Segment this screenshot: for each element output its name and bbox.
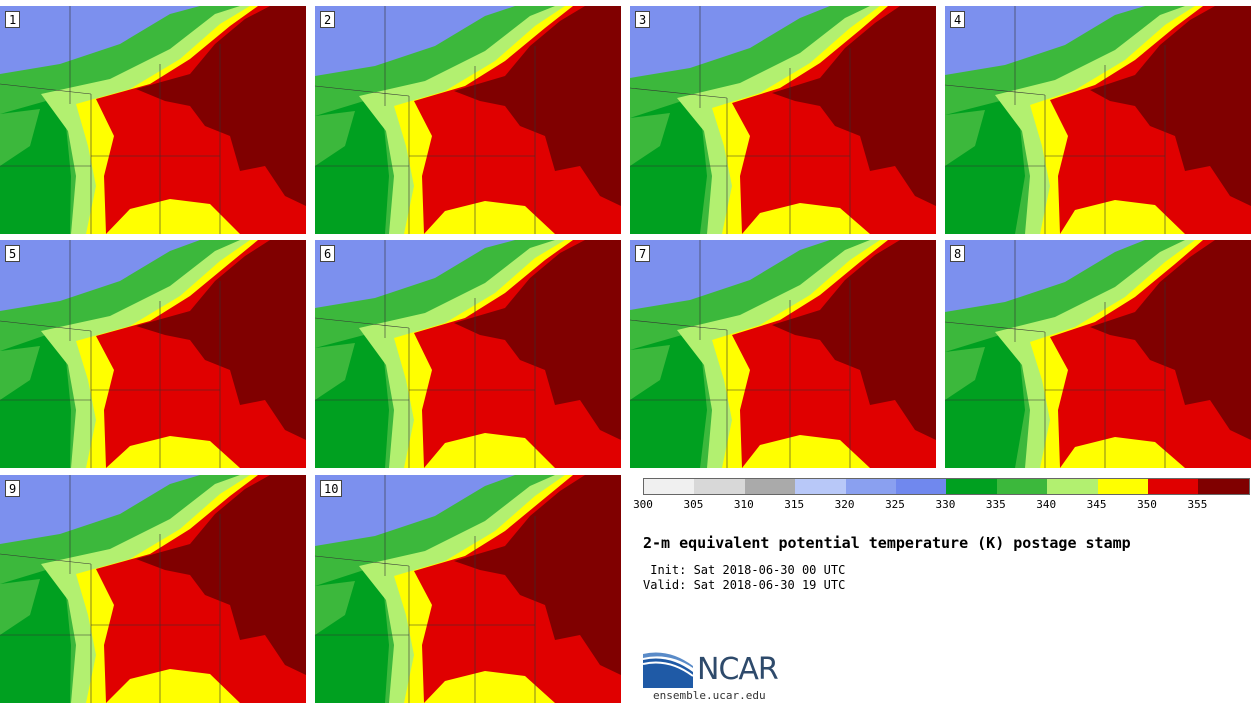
state-border	[945, 6, 1166, 234]
region-green-dark	[315, 570, 389, 703]
region-green-dark	[0, 570, 71, 703]
panel-number: 3	[635, 11, 651, 28]
region-green-dark	[630, 101, 707, 234]
panel-number: 9	[5, 480, 21, 497]
region-maroon	[1090, 6, 1251, 206]
panel-number: 7	[635, 245, 651, 262]
region-maroon	[772, 240, 936, 440]
region-maroon	[772, 6, 936, 206]
colorbar-tick-label: 325	[885, 498, 905, 511]
panel-number: 1	[5, 11, 21, 28]
colorbar-cell	[644, 479, 695, 494]
region-green-dark	[630, 335, 707, 468]
forecast-panel: 3	[630, 6, 936, 234]
region-maroon	[454, 6, 621, 206]
region-green-dark	[315, 335, 389, 468]
region-maroon	[1090, 240, 1251, 440]
region-maroon	[454, 475, 621, 675]
colorbar-cell	[1097, 479, 1148, 494]
region-maroon	[454, 240, 621, 440]
field-map	[0, 6, 306, 234]
state-border	[0, 6, 221, 234]
region-maroon	[136, 6, 306, 206]
panel-number: 10	[320, 480, 343, 497]
region-green-dark	[0, 101, 71, 234]
plot-title: 2-m equivalent potential temperature (K)…	[643, 534, 1131, 552]
forecast-panel: 9	[0, 475, 306, 703]
field-map	[315, 475, 621, 703]
colorbar-cell	[1047, 479, 1098, 494]
state-border	[315, 475, 536, 703]
field-map	[630, 240, 936, 468]
panel-number: 5	[5, 245, 21, 262]
colorbar	[643, 478, 1250, 495]
colorbar-tick-label: 330	[935, 498, 956, 511]
state-border	[630, 240, 851, 468]
ncar-logo-icon	[643, 652, 694, 688]
panel-number: 2	[320, 11, 336, 28]
panel-number: 4	[950, 11, 966, 28]
forecast-panel: 2	[315, 6, 621, 234]
forecast-panel: 1	[0, 6, 306, 234]
colorbar-tick-label: 300	[633, 498, 653, 511]
colorbar-cell	[996, 479, 1048, 494]
colorbar-tick-label: 340	[1036, 498, 1057, 511]
field-map	[945, 6, 1251, 234]
region-green-dark	[315, 101, 389, 234]
state-border	[0, 475, 221, 703]
init-time: Init: Sat 2018-06-30 00 UTC	[643, 563, 846, 577]
field-map	[315, 6, 621, 234]
state-border	[315, 6, 536, 234]
forecast-panel: 8	[945, 240, 1251, 468]
website-url: ensemble.ucar.edu	[653, 689, 766, 702]
forecast-panel: 6	[315, 240, 621, 468]
colorbar-cell	[845, 479, 896, 494]
state-border	[630, 6, 851, 234]
colorbar-tick-label: 315	[784, 498, 805, 511]
region-green-dark	[0, 335, 71, 468]
colorbar-tick-label: 310	[733, 498, 754, 511]
panel-number: 8	[950, 245, 966, 262]
colorbar-cell	[795, 479, 846, 494]
forecast-panel: 7	[630, 240, 936, 468]
colorbar-cell	[1147, 479, 1199, 494]
state-border	[945, 240, 1166, 468]
valid-time: Valid: Sat 2018-06-30 19 UTC	[643, 578, 846, 592]
field-map	[315, 240, 621, 468]
colorbar-tick-label: 305	[683, 498, 704, 511]
state-border	[315, 240, 536, 468]
panel-number: 6	[320, 245, 336, 262]
region-maroon	[136, 240, 306, 440]
region-maroon	[136, 475, 306, 675]
colorbar-tick-label: 335	[985, 498, 1006, 511]
field-map	[630, 6, 936, 234]
colorbar-cell	[694, 479, 745, 494]
ncar-logo: NCAR	[643, 646, 803, 696]
region-green-dark	[945, 335, 1025, 468]
colorbar-cell	[744, 479, 796, 494]
region-green-dark	[945, 101, 1025, 234]
forecast-panel: 5	[0, 240, 306, 468]
forecast-panel: 4	[945, 6, 1251, 234]
colorbar-cell	[946, 479, 997, 494]
colorbar-tick-label: 320	[834, 498, 855, 511]
colorbar-cell	[1198, 479, 1249, 494]
forecast-panel: 10	[315, 475, 621, 703]
colorbar-tick-label: 355	[1187, 498, 1208, 511]
field-map	[0, 240, 306, 468]
field-map	[0, 475, 306, 703]
colorbar-tick-label: 345	[1086, 498, 1107, 511]
colorbar-tick-label: 350	[1137, 498, 1157, 511]
field-map	[945, 240, 1251, 468]
ncar-logo-text: NCAR	[697, 652, 779, 687]
state-border	[0, 240, 221, 468]
colorbar-cell	[895, 479, 947, 494]
